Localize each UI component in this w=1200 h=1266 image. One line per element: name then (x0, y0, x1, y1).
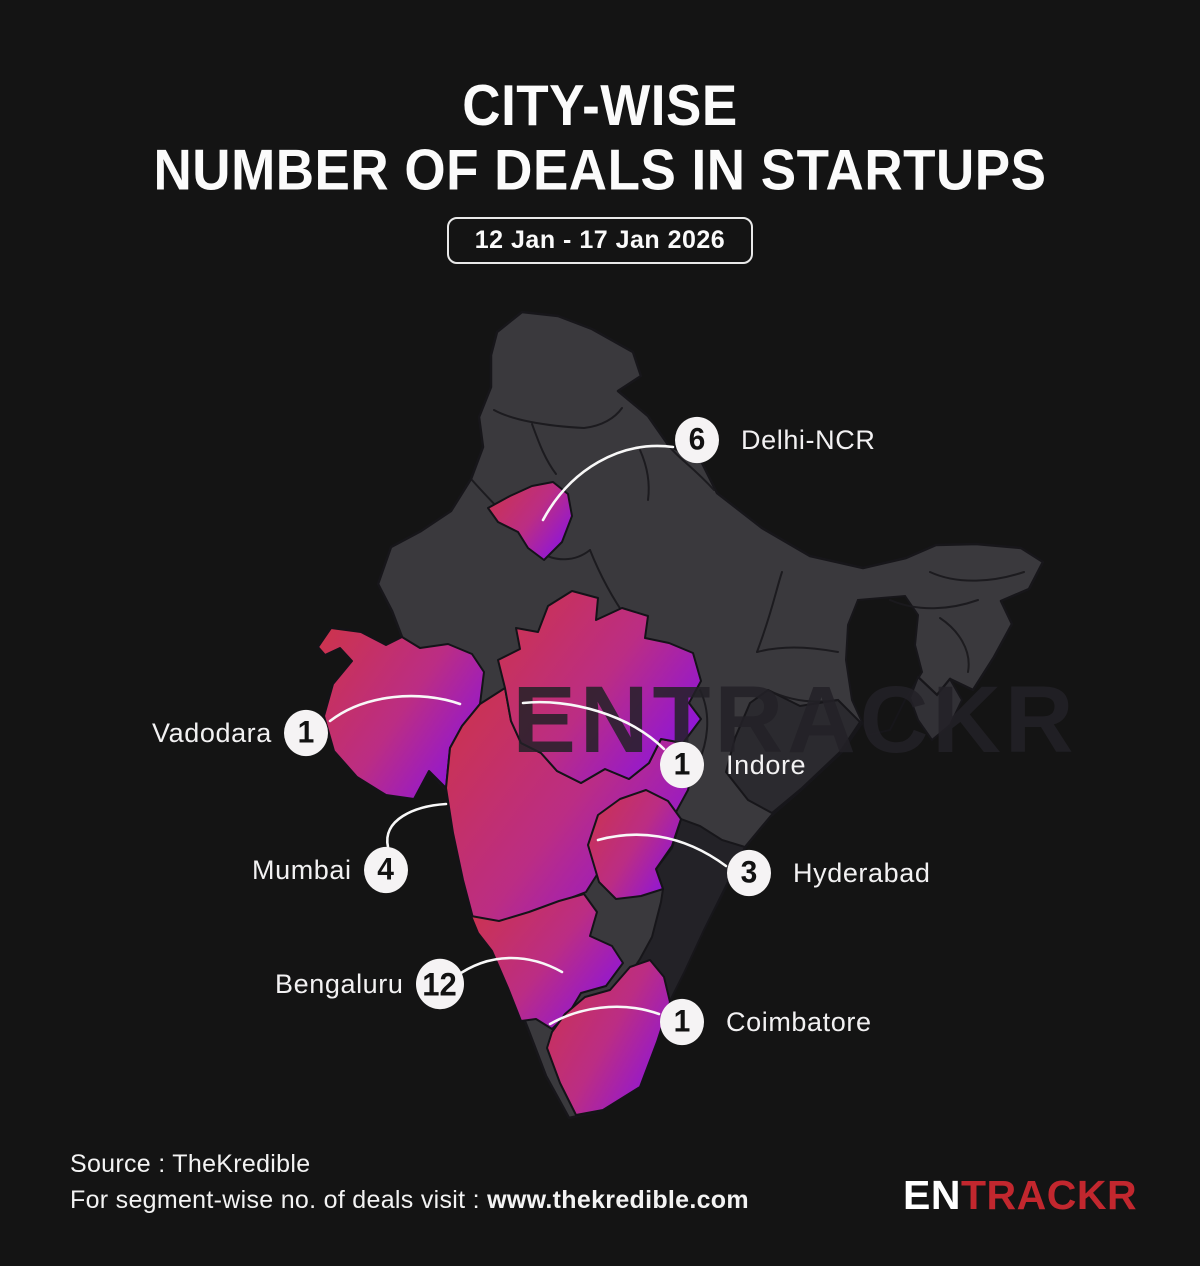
leader-line-delhi-ncr (541, 444, 675, 522)
leader-line-bengaluru (453, 956, 564, 979)
date-range-badge: 12 Jan - 17 Jan 2026 (446, 216, 754, 264)
callout-coimbatore: 1 Coimbatore (660, 998, 872, 1046)
callout-hyderabad: 3 Hyderabad (727, 849, 931, 897)
deal-count-delhi-ncr: 6 (675, 416, 719, 464)
visit-prefix: For segment-wise no. of deals visit : (70, 1186, 480, 1214)
city-label-mumbai: Mumbai (252, 854, 352, 885)
city-label-coimbatore: Coimbatore (726, 1006, 872, 1037)
title-line1: CITY-WISE (462, 74, 738, 138)
state-karnataka (470, 893, 624, 1030)
callout-bengaluru: Bengaluru 12 (275, 958, 464, 1010)
page-title: CITY-WISE NUMBER OF DEALS IN STARTUPS (0, 74, 1200, 204)
bangladesh-gap (844, 594, 924, 737)
visit-url: www.thekredible.com (487, 1186, 749, 1214)
city-label-hyderabad: Hyderabad (793, 857, 931, 888)
callout-mumbai: Mumbai 4 (252, 846, 408, 894)
state-delhi-ncr (487, 481, 573, 561)
leader-line-coimbatore (548, 1005, 661, 1026)
states-highlighted (317, 481, 702, 1116)
city-label-delhi-ncr: Delhi-NCR (741, 424, 876, 455)
state-telangana (587, 789, 682, 900)
logo-trackr: TRACKR (960, 1172, 1138, 1218)
states-tripura-mizoram (908, 675, 964, 742)
leader-line-hyderabad (596, 833, 728, 868)
entrackr-logo: ENTRACKR (903, 1172, 1137, 1219)
source-text: Source : TheKredible (70, 1150, 311, 1178)
deal-count-bengaluru: 12 (415, 958, 464, 1010)
callout-delhi-ncr: 6 Delhi-NCR (675, 416, 876, 464)
deal-count-hyderabad: 3 (727, 849, 771, 897)
logo-en: EN (903, 1172, 961, 1218)
visit-text: For segment-wise no. of deals visit : ww… (70, 1186, 749, 1215)
leader-line-indore (521, 700, 666, 751)
callout-indore: 1 Indore (660, 741, 807, 789)
header: CITY-WISE NUMBER OF DEALS IN STARTUPS 12… (0, 0, 1200, 264)
title-line2: NUMBER OF DEALS IN STARTUPS (153, 139, 1047, 203)
state-odisha (724, 688, 862, 815)
leader-lines (328, 444, 728, 1026)
city-label-bengaluru: Bengaluru (275, 968, 404, 999)
city-label-vadodara: Vadodara (152, 717, 272, 748)
map-watermark: ENTRACKR (512, 667, 1077, 773)
deal-count-vadodara: 1 (283, 709, 328, 757)
state-madhya-pradesh (497, 590, 702, 784)
leader-line-mumbai (386, 802, 448, 849)
city-label-indore: Indore (726, 749, 807, 780)
leader-line-vadodara (328, 694, 462, 723)
callout-vadodara: Vadodara 1 (152, 709, 328, 757)
deal-count-coimbatore: 1 (660, 998, 704, 1046)
deal-count-indore: 1 (660, 741, 704, 789)
deal-count-mumbai: 4 (363, 846, 408, 894)
